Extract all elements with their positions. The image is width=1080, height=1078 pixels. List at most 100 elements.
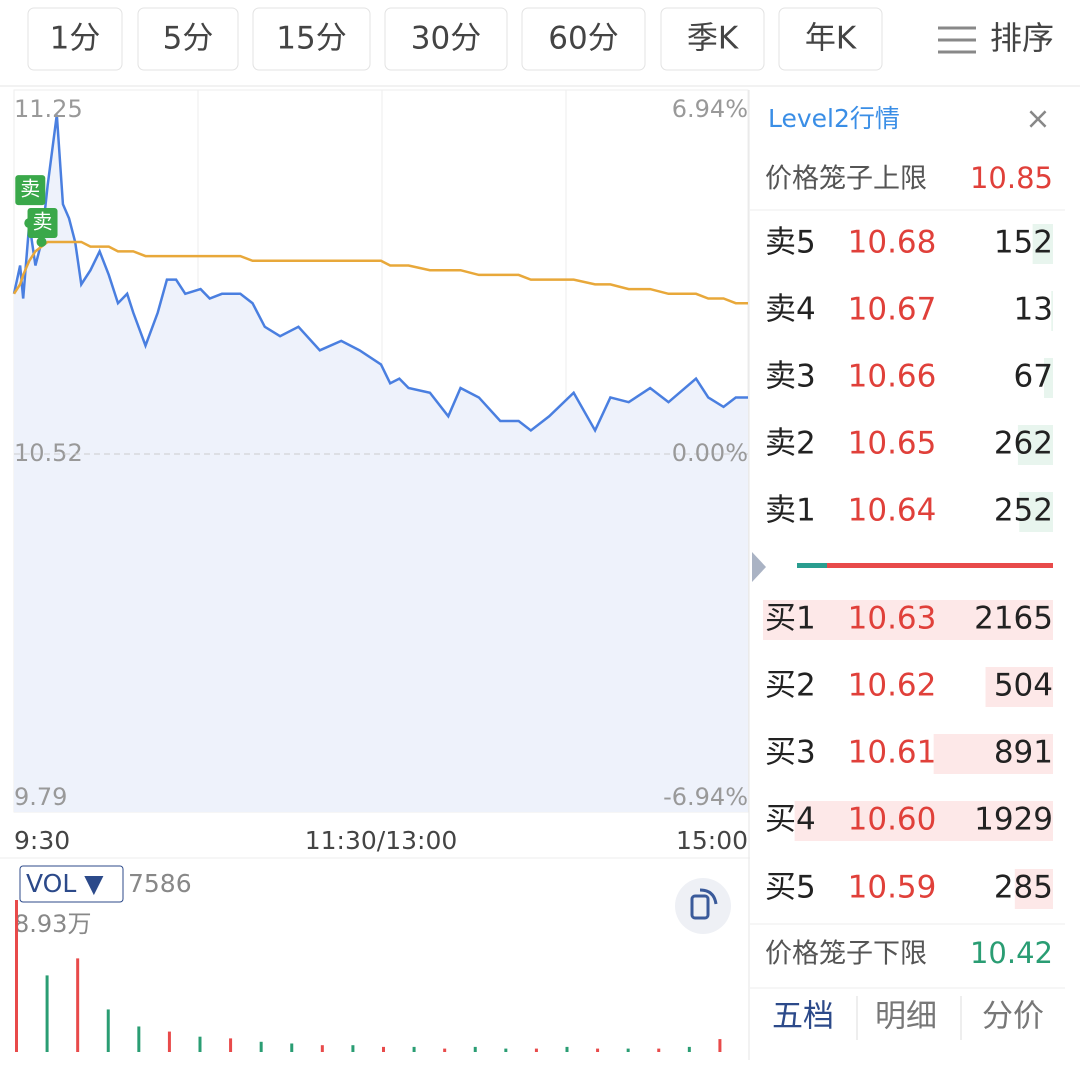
tab-label[interactable]: 1分 xyxy=(50,21,101,57)
y-tick-label: 9.79 xyxy=(14,783,67,811)
tab[interactable] xyxy=(521,7,646,71)
avg-line xyxy=(12,240,748,305)
volume-bar xyxy=(351,1045,355,1052)
tab[interactable] xyxy=(660,7,765,71)
limit-label: 价格笼子下限 xyxy=(765,939,927,970)
level-price: 10.64 xyxy=(848,493,937,529)
volume-bar xyxy=(412,1046,416,1052)
rotate-icon xyxy=(690,894,710,920)
level-price: 10.61 xyxy=(848,735,937,771)
tab-label[interactable]: 60分 xyxy=(548,21,618,57)
tab-label[interactable]: 季K xyxy=(687,21,739,57)
ratio-bar xyxy=(827,563,1053,568)
level-volume: 67 xyxy=(1014,359,1053,395)
volume-bar xyxy=(687,1046,691,1052)
volume-bar xyxy=(534,1048,538,1052)
y-tick-label: 10.52 xyxy=(14,439,83,467)
depth-bar xyxy=(1032,224,1053,264)
volume-bar xyxy=(382,1046,385,1052)
volume-bar xyxy=(259,1041,263,1052)
volume-bar xyxy=(76,958,80,1052)
level-volume: 13 xyxy=(1014,292,1053,328)
volume-bar xyxy=(290,1043,294,1052)
ratio-bar xyxy=(797,563,827,568)
panel-tab[interactable]: 分价 xyxy=(982,999,1044,1035)
rotate-button[interactable] xyxy=(675,878,731,934)
volume-bar xyxy=(167,1031,171,1052)
volume-bar xyxy=(443,1048,447,1052)
x-tick-label: 11:30/13:00 xyxy=(305,826,458,855)
volume-bar xyxy=(626,1048,630,1052)
sell-badge xyxy=(27,207,58,238)
depth-bar xyxy=(1014,869,1053,909)
volume-bar xyxy=(718,1039,722,1052)
volume-tick-label: 8.93万 xyxy=(14,910,91,938)
level-price: 10.65 xyxy=(848,426,937,462)
level-volume: 152 xyxy=(994,225,1053,261)
volume-bar xyxy=(198,1036,202,1052)
sort-label[interactable]: 排序 xyxy=(990,19,1054,57)
tab[interactable] xyxy=(384,7,508,71)
level-price: 10.60 xyxy=(848,802,937,838)
tab[interactable] xyxy=(27,7,123,71)
tab-label[interactable]: 5分 xyxy=(163,21,214,57)
level-price: 10.66 xyxy=(848,359,937,395)
panel-tab[interactable]: 明细 xyxy=(875,999,937,1035)
limit-price: 10.42 xyxy=(970,936,1053,970)
volume-current: 7586 xyxy=(128,869,192,898)
indicator-box[interactable] xyxy=(19,865,124,903)
panel-title: Level2行情 xyxy=(768,104,900,133)
tab[interactable] xyxy=(137,7,239,71)
content: 1分 5分 15分 30分 60分 季K 年K 9.79 10.52 11.25 -6.94% 0.0… xyxy=(12,7,1053,1052)
tab[interactable] xyxy=(778,7,883,71)
tab-label[interactable]: 30分 xyxy=(411,21,481,57)
y2-tick-label: 0.00% xyxy=(672,439,748,467)
level-label: 卖2 xyxy=(765,426,816,462)
sell-badge xyxy=(15,175,46,206)
level-price: 10.62 xyxy=(848,668,937,704)
menu-icon[interactable] xyxy=(938,26,976,54)
level-price: 10.59 xyxy=(848,870,937,906)
tab-label[interactable]: 15分 xyxy=(276,21,346,57)
y2-tick-label: 6.94% xyxy=(672,95,748,123)
close-button[interactable]: × xyxy=(1025,102,1050,137)
level-volume: 285 xyxy=(994,870,1053,906)
level-price: 10.67 xyxy=(848,292,937,328)
volume-bar xyxy=(15,900,18,1052)
level-price: 10.68 xyxy=(848,225,937,261)
volume-bar xyxy=(45,975,49,1052)
level-volume: 2165 xyxy=(974,601,1053,637)
volume-bar xyxy=(320,1045,324,1052)
indicator[interactable]: VOL ▼ xyxy=(26,869,104,898)
level-label: 卖5 xyxy=(765,225,816,261)
panel-tab[interactable]: 五档 xyxy=(772,999,834,1035)
level-volume: 262 xyxy=(994,426,1053,462)
volume-bar xyxy=(229,1038,233,1052)
level-volume: 252 xyxy=(994,493,1053,529)
depth-bar xyxy=(794,801,1053,841)
depth-bar xyxy=(985,667,1053,707)
y-tick-label: 11.25 xyxy=(14,95,83,123)
sell-label: 卖 xyxy=(33,209,53,233)
sell-label: 卖 xyxy=(20,177,40,201)
volume-bar xyxy=(504,1048,508,1052)
tab-label[interactable]: 年K xyxy=(805,21,857,57)
level-label: 买4 xyxy=(765,802,816,838)
level-label: 卖1 xyxy=(765,493,816,529)
depth-bar xyxy=(1051,291,1053,331)
tab[interactable] xyxy=(252,7,371,71)
volume-bar xyxy=(137,1026,141,1052)
y2-tick-label: -6.94% xyxy=(663,783,748,811)
depth-bar xyxy=(1044,358,1053,398)
level-label: 买1 xyxy=(765,601,816,637)
depth-bar xyxy=(1017,425,1053,465)
expand-arrow[interactable] xyxy=(752,552,766,582)
rotate-icon xyxy=(699,888,718,905)
depth-bar xyxy=(1019,492,1053,532)
level-label: 卖4 xyxy=(765,292,816,328)
level-price: 10.63 xyxy=(848,601,937,637)
level-volume: 504 xyxy=(994,668,1053,704)
depth-bar xyxy=(933,734,1053,774)
x-tick-label: 9:30 xyxy=(14,826,70,855)
